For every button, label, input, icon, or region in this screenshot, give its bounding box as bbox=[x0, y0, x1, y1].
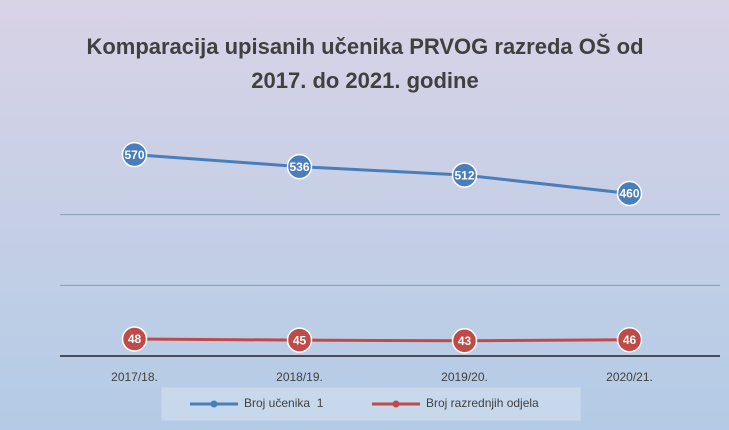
x-tick-label: 2020/21. bbox=[606, 370, 653, 384]
x-tick-label: 2018/19. bbox=[276, 370, 323, 384]
data-label: 46 bbox=[623, 333, 637, 347]
data-label: 43 bbox=[458, 334, 472, 348]
data-label: 536 bbox=[289, 160, 309, 174]
point bbox=[286, 153, 313, 180]
data-label: 48 bbox=[128, 332, 142, 346]
chart-title: Komparacija upisanih učenika PRVOG razre… bbox=[86, 34, 644, 93]
point bbox=[121, 141, 148, 168]
point bbox=[286, 327, 313, 353]
data-label: 460 bbox=[619, 187, 639, 201]
point bbox=[616, 326, 643, 353]
legend-marker bbox=[210, 400, 218, 408]
series-line bbox=[134, 337, 630, 343]
data-label: 45 bbox=[293, 333, 307, 347]
x-tick-label: 2017/18. bbox=[111, 370, 158, 384]
legend-marker bbox=[392, 400, 400, 408]
point bbox=[121, 326, 148, 352]
legend-label: Broj učenika 1 bbox=[244, 396, 324, 410]
point bbox=[451, 328, 478, 354]
data-label: 570 bbox=[124, 148, 144, 162]
x-tick-label: 2019/20. bbox=[441, 370, 488, 384]
data-label: 512 bbox=[454, 168, 474, 182]
legend-label: Broj razrednjih odjela bbox=[426, 396, 539, 410]
series-line bbox=[134, 153, 630, 195]
point bbox=[616, 180, 643, 207]
point bbox=[451, 162, 478, 188]
